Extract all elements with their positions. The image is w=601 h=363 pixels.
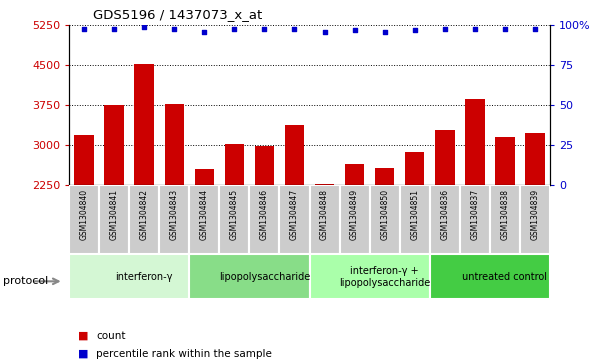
Point [410, 27, 419, 33]
Bar [375, 168, 394, 185]
Bar [249, 185, 279, 254]
Point [109, 26, 119, 32]
Text: GSM1304836: GSM1304836 [441, 189, 449, 240]
Bar [490, 185, 520, 254]
Point [350, 27, 359, 33]
Point [470, 26, 480, 32]
Bar [285, 125, 304, 185]
Text: lipopolysaccharide: lipopolysaccharide [219, 272, 310, 282]
Bar [315, 184, 334, 185]
Bar [435, 130, 454, 185]
Text: interferon-γ +
lipopolysaccharide: interferon-γ + lipopolysaccharide [339, 266, 430, 287]
Bar [430, 185, 460, 254]
Text: GSM1304838: GSM1304838 [501, 189, 509, 240]
Bar [525, 134, 545, 185]
Point [79, 26, 89, 32]
Text: GSM1304848: GSM1304848 [320, 189, 329, 240]
Bar [520, 185, 550, 254]
Bar [460, 185, 490, 254]
Text: percentile rank within the sample: percentile rank within the sample [96, 349, 272, 359]
Text: ■: ■ [78, 331, 88, 341]
Point [139, 24, 149, 30]
Bar [189, 254, 310, 299]
Point [320, 29, 329, 35]
Bar [465, 99, 484, 185]
Bar [310, 254, 430, 299]
Text: GSM1304847: GSM1304847 [290, 189, 299, 240]
Bar [279, 185, 310, 254]
Point [260, 26, 269, 32]
Text: GSM1304844: GSM1304844 [200, 189, 209, 240]
Bar [165, 104, 184, 185]
Bar [135, 64, 154, 185]
Bar [105, 105, 124, 185]
Bar [345, 164, 364, 185]
Bar [99, 185, 129, 254]
Text: untreated control: untreated control [462, 272, 548, 282]
Bar [495, 137, 514, 185]
Bar [159, 185, 189, 254]
Bar [405, 152, 424, 185]
Bar [225, 144, 244, 185]
Text: ■: ■ [78, 349, 88, 359]
Point [200, 29, 209, 35]
Text: GSM1304845: GSM1304845 [230, 189, 239, 240]
Bar [340, 185, 370, 254]
Bar [255, 146, 274, 185]
Text: GSM1304846: GSM1304846 [260, 189, 269, 240]
Text: GSM1304843: GSM1304843 [170, 189, 178, 240]
Bar [75, 135, 94, 185]
Bar [69, 185, 99, 254]
Point [230, 26, 239, 32]
Text: GDS5196 / 1437073_x_at: GDS5196 / 1437073_x_at [93, 8, 263, 21]
Bar [189, 185, 219, 254]
Text: GSM1304837: GSM1304837 [471, 189, 479, 240]
Bar [69, 254, 189, 299]
Point [169, 26, 179, 32]
Text: protocol: protocol [3, 276, 48, 286]
Text: GSM1304842: GSM1304842 [140, 189, 148, 240]
Text: GSM1304851: GSM1304851 [410, 189, 419, 240]
Text: GSM1304839: GSM1304839 [531, 189, 539, 240]
Text: count: count [96, 331, 126, 341]
Bar [219, 185, 249, 254]
Point [380, 29, 389, 35]
Bar [310, 185, 340, 254]
Bar [195, 169, 214, 185]
Text: GSM1304849: GSM1304849 [350, 189, 359, 240]
Text: GSM1304840: GSM1304840 [80, 189, 88, 240]
Bar [129, 185, 159, 254]
Point [440, 26, 450, 32]
Point [530, 26, 540, 32]
Bar [370, 185, 400, 254]
Point [290, 26, 299, 32]
Text: GSM1304850: GSM1304850 [380, 189, 389, 240]
Text: interferon-γ: interferon-γ [115, 272, 173, 282]
Bar [430, 254, 550, 299]
Point [500, 26, 510, 32]
Text: GSM1304841: GSM1304841 [110, 189, 118, 240]
Bar [400, 185, 430, 254]
